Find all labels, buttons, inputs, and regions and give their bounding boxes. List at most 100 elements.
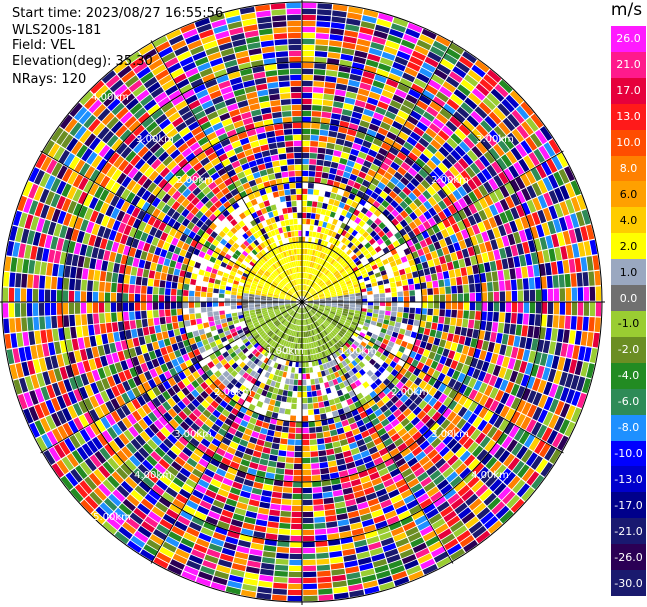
velocity-gate: [309, 274, 313, 280]
velocity-gate: [391, 265, 399, 272]
velocity-gate: [385, 40, 400, 50]
velocity-gate: [391, 292, 397, 297]
velocity-gate: [267, 460, 277, 468]
velocity-gate: [437, 130, 450, 141]
velocity-gate: [407, 167, 418, 177]
velocity-gate: [369, 358, 376, 366]
velocity-gate: [382, 246, 390, 254]
velocity-gate: [189, 313, 196, 320]
velocity-gate: [310, 281, 314, 287]
velocity-gate: [291, 517, 302, 524]
velocity-gate: [486, 164, 498, 178]
velocity-gate: [315, 426, 323, 433]
velocity-gate: [315, 270, 320, 276]
velocity-gate: [384, 315, 391, 321]
velocity-gate: [302, 445, 310, 452]
velocity-gate: [333, 586, 348, 594]
velocity-gate: [83, 256, 91, 269]
velocity-gate: [437, 323, 444, 332]
velocity-gate: [564, 273, 571, 288]
velocity-gate: [15, 273, 22, 288]
velocity-gate: [383, 171, 393, 181]
velocity-gate: [302, 38, 315, 45]
velocity-gate: [348, 261, 355, 267]
velocity-gate: [526, 199, 537, 213]
velocity-gate: [368, 123, 380, 132]
velocity-gate: [426, 281, 433, 289]
velocity-gate: [402, 99, 415, 110]
velocity-gate: [318, 594, 334, 601]
velocity-gate: [248, 296, 255, 300]
velocity-gate: [490, 88, 505, 102]
velocity-gate: [411, 162, 422, 173]
velocity-gate: [337, 276, 343, 281]
velocity-gate: [328, 198, 335, 205]
velocity-gate: [323, 261, 328, 267]
velocity-gate: [357, 88, 370, 97]
velocity-gate: [548, 341, 556, 355]
velocity-gate: [562, 259, 570, 274]
velocity-gate: [201, 286, 208, 292]
velocity-gate: [571, 302, 578, 316]
velocity-gate: [288, 427, 296, 433]
velocity-gate: [321, 253, 326, 260]
velocity-gate: [552, 275, 559, 288]
velocity-gate: [507, 113, 520, 128]
velocity-gate: [310, 243, 315, 250]
velocity-gate: [509, 268, 516, 280]
velocity-gate: [491, 161, 503, 174]
velocity-gate: [463, 310, 469, 319]
velocity-gate: [330, 28, 344, 36]
velocity-gate: [314, 414, 321, 421]
velocity-gate: [101, 260, 109, 271]
velocity-gate: [489, 191, 499, 204]
velocity-gate: [311, 207, 317, 214]
velocity-gate: [335, 83, 348, 91]
velocity-gate: [320, 240, 326, 246]
velocity-gate: [302, 284, 304, 291]
velocity-gate: [303, 553, 316, 560]
velocity-gate: [363, 276, 370, 282]
velocity-gate: [237, 269, 244, 276]
velocity-gate: [213, 288, 219, 294]
velocity-gate: [373, 30, 388, 40]
velocity-gate: [408, 313, 415, 320]
velocity-gate: [170, 302, 177, 309]
velocity-gate: [385, 230, 394, 239]
velocity-gate: [294, 457, 302, 464]
velocity-gate: [197, 323, 204, 330]
velocity-gate: [353, 137, 364, 145]
velocity-gate: [256, 400, 264, 408]
velocity-gate: [486, 93, 500, 107]
velocity-gate: [489, 261, 497, 272]
velocity-gate: [543, 142, 556, 157]
velocity-gate: [142, 269, 150, 278]
velocity-gate: [303, 291, 305, 297]
velocity-gate: [353, 257, 360, 263]
velocity-gate: [274, 564, 289, 571]
velocity-gate: [457, 209, 467, 220]
velocity-gate: [302, 134, 311, 141]
velocity-gate: [340, 177, 349, 185]
velocity-gate: [20, 303, 27, 317]
velocity-gate: [458, 197, 468, 209]
velocity-gate: [366, 218, 374, 226]
velocity-gate: [432, 96, 446, 108]
velocity-gate: [316, 244, 321, 251]
velocity-gate: [429, 101, 442, 113]
velocity-gate: [129, 275, 136, 285]
velocity-gate: [377, 181, 386, 190]
velocity-gate: [330, 192, 337, 200]
velocity-gate: [86, 302, 93, 314]
velocity-gate: [493, 125, 506, 139]
velocity-gate: [441, 263, 448, 272]
velocity-gate: [342, 487, 353, 495]
velocity-gate: [542, 207, 552, 222]
velocity-gate: [230, 298, 237, 302]
velocity-gate: [522, 278, 529, 290]
velocity-gate: [319, 281, 324, 286]
velocity-gate: [385, 195, 394, 204]
velocity-gate: [302, 152, 310, 159]
velocity-gate: [71, 254, 79, 267]
velocity-gate: [249, 548, 263, 556]
